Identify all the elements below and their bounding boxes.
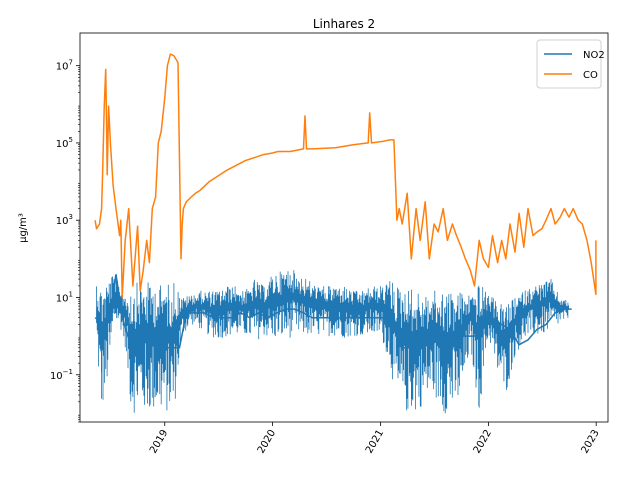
legend-label-no2: NO2 xyxy=(583,50,605,61)
y-axis-label: µg/m³ xyxy=(18,213,29,243)
y-tick-label: 103 xyxy=(56,213,73,227)
y-tick-label: 10−1 xyxy=(50,368,73,382)
y-tick-label: 101 xyxy=(56,291,73,305)
legend-label-co: CO xyxy=(583,70,598,81)
plot-series xyxy=(94,53,597,414)
series-line-no2 xyxy=(94,274,572,350)
y-axis: 10−1 101 103 105 107 xyxy=(50,59,80,423)
series-line-co xyxy=(94,53,597,299)
legend: NO2 CO xyxy=(536,39,605,89)
chart-title: Linhares 2 xyxy=(313,17,375,31)
legend-box xyxy=(536,39,602,89)
y-tick-label: 107 xyxy=(56,59,73,73)
plot-frame xyxy=(79,32,609,423)
y-tick-label: 105 xyxy=(56,136,73,150)
